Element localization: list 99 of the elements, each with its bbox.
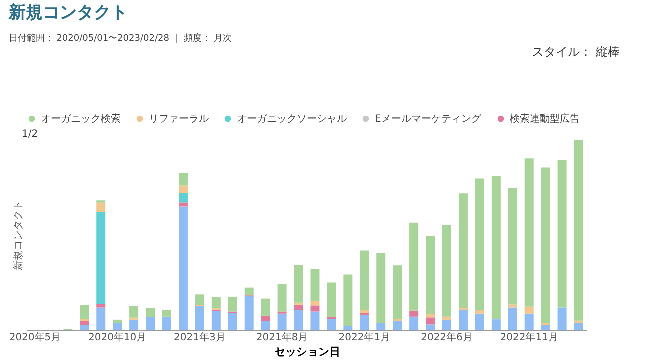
bar — [426, 236, 436, 314]
bar — [228, 296, 238, 312]
bar — [492, 320, 501, 330]
bar — [376, 323, 386, 330]
bar — [96, 212, 106, 304]
chart-subtitle: 日付範囲： 2020/05/01〜2023/02/28 ｜ 頻度： 月次 — [8, 33, 232, 44]
bar — [327, 319, 336, 330]
x-tick-label: 2020年10月 — [88, 332, 147, 344]
bar — [162, 316, 172, 330]
bar — [475, 314, 484, 330]
bar — [278, 314, 287, 330]
bar — [574, 322, 584, 330]
chart-title: 新規コンタクト — [8, 3, 128, 23]
bar — [360, 315, 370, 330]
annotation: 1/2 — [22, 129, 38, 140]
y-axis-title: 新規コンタクト — [12, 200, 24, 270]
bar — [393, 321, 402, 330]
bar — [212, 297, 221, 309]
bar — [458, 310, 468, 330]
bar — [524, 314, 534, 330]
bar — [310, 301, 320, 306]
bar — [426, 318, 436, 325]
bar — [475, 310, 484, 314]
bar — [178, 202, 188, 207]
bar — [393, 266, 402, 320]
bar — [508, 308, 518, 330]
bar — [278, 284, 287, 312]
bar — [80, 305, 90, 320]
bar — [113, 323, 122, 330]
bar — [410, 316, 419, 330]
bar — [442, 225, 452, 317]
bar — [96, 202, 106, 212]
bar — [327, 282, 336, 318]
bar — [212, 311, 221, 330]
bar — [261, 316, 270, 322]
bar — [96, 308, 106, 330]
text: スタイル： 縦棒 — [532, 45, 620, 59]
bar — [541, 168, 550, 323]
bar — [310, 306, 320, 312]
bar — [344, 326, 353, 330]
bar — [178, 206, 188, 330]
bar — [195, 306, 204, 330]
bar — [162, 310, 172, 317]
bar — [475, 178, 484, 310]
bar — [178, 186, 188, 194]
bar — [458, 194, 468, 308]
x-axis-title: セッション日 — [274, 346, 340, 358]
bar — [178, 193, 188, 203]
bar — [130, 306, 139, 318]
x-tick-label: 2021年8月 — [256, 332, 308, 344]
bar — [508, 304, 518, 308]
x-tick-label: 2021年3月 — [174, 332, 226, 344]
bar — [261, 321, 270, 330]
bar — [310, 269, 320, 302]
bar — [524, 158, 534, 307]
bar — [113, 320, 122, 324]
legend-label: オーガニックソーシャル — [237, 114, 347, 125]
bar — [294, 310, 304, 330]
bar — [146, 308, 156, 318]
bar — [541, 325, 550, 330]
bar — [558, 308, 567, 330]
x-tick-label: 2022年1月 — [338, 332, 391, 344]
bar — [294, 304, 304, 310]
bar — [244, 288, 254, 296]
bar — [310, 312, 320, 330]
bar — [360, 250, 370, 310]
bar — [195, 294, 204, 306]
bar — [574, 140, 584, 321]
legend-label: Eメールマーケティング — [375, 114, 482, 125]
bar — [228, 313, 238, 330]
x-tick-label: 2020年5月 — [9, 332, 62, 344]
bar — [178, 173, 188, 186]
bar — [442, 316, 452, 320]
bar — [96, 304, 106, 308]
bar — [541, 322, 550, 326]
bar — [344, 274, 353, 326]
bar — [360, 310, 370, 314]
bar — [146, 317, 156, 330]
bar — [244, 296, 254, 330]
bar — [426, 324, 436, 330]
bar — [426, 314, 436, 318]
bar — [376, 253, 386, 324]
bar — [294, 265, 304, 303]
bar — [80, 321, 90, 326]
bar — [492, 176, 501, 320]
bar — [410, 310, 419, 317]
bar — [442, 320, 452, 330]
legend-label: 検索連動型広告 — [510, 113, 580, 125]
bar — [261, 298, 270, 316]
bar — [524, 306, 534, 314]
x-tick-label: 2022年11月 — [500, 332, 558, 344]
legend-label: リファーラル — [149, 114, 209, 125]
x-tick-label: 2022年6月 — [421, 332, 473, 344]
legend-label: オーガニック検索 — [41, 113, 121, 125]
bar — [410, 222, 419, 311]
bar — [80, 325, 90, 330]
bar — [130, 320, 139, 330]
bar — [558, 160, 567, 308]
bar — [508, 188, 518, 305]
